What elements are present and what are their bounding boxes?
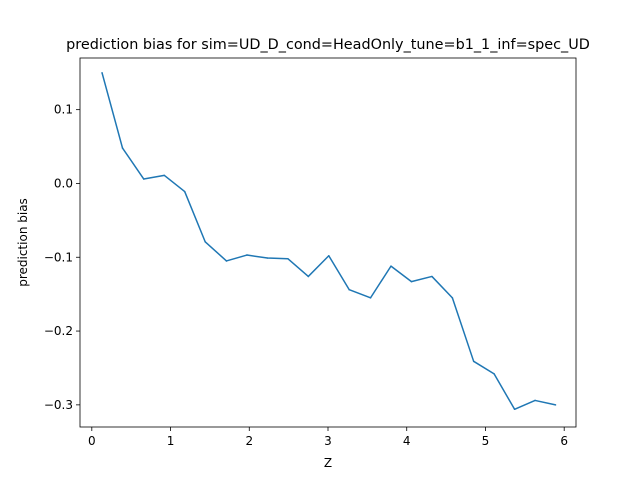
data-point: [287, 257, 289, 260]
y-axis-label: prediction bias: [16, 198, 30, 287]
data-point: [348, 288, 351, 291]
x-tick-label: 3: [324, 434, 332, 448]
data-point: [369, 297, 372, 299]
data-point: [410, 280, 413, 283]
x-tick-label: 0: [88, 434, 96, 448]
data-point: [472, 360, 475, 363]
data-point: [534, 399, 536, 402]
data-point: [266, 257, 269, 259]
y-tick-label: −0.3: [44, 398, 73, 412]
data-point: [121, 147, 124, 149]
x-axis-label: Z: [324, 456, 332, 470]
data-point: [390, 265, 392, 267]
data-point: [246, 254, 248, 256]
series-line: [101, 72, 556, 411]
y-axis: −0.3 −0.2 −0.1 0.0 0.1: [44, 103, 80, 412]
x-tick-label: 4: [403, 434, 411, 448]
plot-area: [79, 57, 577, 428]
data-point: [493, 373, 495, 375]
data-point: [225, 260, 228, 262]
x-tick-label: 5: [482, 434, 490, 448]
chart-title: prediction bias for sim=UD_D_cond=HeadOn…: [66, 37, 590, 53]
x-tick-label: 2: [245, 434, 253, 448]
y-tick-label: 0.1: [54, 103, 73, 117]
data-point: [307, 275, 310, 278]
series-layer: [101, 72, 557, 411]
y-tick-label: −0.2: [44, 324, 73, 338]
data-point: [513, 408, 516, 411]
data-point: [431, 275, 433, 278]
data-point: [143, 178, 145, 180]
x-axis: 0 1 2 3 4 5 6: [88, 427, 568, 448]
data-point: [451, 297, 454, 299]
data-point: [101, 72, 103, 74]
data-point: [204, 241, 206, 243]
y-tick-label: 0.0: [54, 176, 73, 190]
x-tick-label: 6: [560, 434, 568, 448]
axes-frame: [79, 57, 577, 428]
x-tick-label: 1: [167, 434, 175, 448]
data-point: [328, 255, 330, 257]
data-point: [183, 190, 186, 193]
data-point: [163, 174, 165, 177]
y-tick-label: −0.1: [44, 250, 73, 264]
data-point: [554, 404, 557, 406]
